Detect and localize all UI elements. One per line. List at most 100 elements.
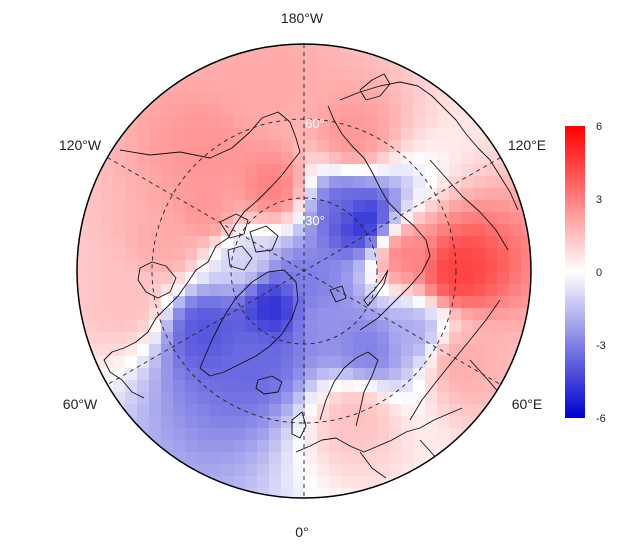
field-cell xyxy=(521,296,531,309)
field-cell xyxy=(281,80,294,93)
field-cell xyxy=(173,140,186,153)
field-cell xyxy=(521,428,531,441)
field-cell xyxy=(185,344,198,357)
field-cell xyxy=(365,236,378,249)
field-cell xyxy=(305,404,318,417)
field-cell xyxy=(233,380,246,393)
field-cell xyxy=(389,416,402,429)
field-cell xyxy=(185,440,198,453)
field-cell xyxy=(137,116,150,129)
colorbar-tick-label: -3 xyxy=(596,340,606,352)
field-cell xyxy=(365,440,378,453)
field-cell xyxy=(449,368,462,381)
field-cell xyxy=(365,68,378,81)
field-cell xyxy=(365,308,378,321)
field-cell xyxy=(245,116,258,129)
field-cell xyxy=(473,476,486,489)
field-cell xyxy=(89,356,102,369)
field-cell xyxy=(329,308,342,321)
field-cell xyxy=(485,116,498,129)
field-cell xyxy=(149,140,162,153)
field-cell xyxy=(413,188,426,201)
field-cell xyxy=(425,320,438,333)
field-cell xyxy=(161,200,174,213)
field-cell xyxy=(293,236,306,249)
field-cell xyxy=(245,128,258,141)
field-cell xyxy=(221,284,234,297)
field-cell xyxy=(425,104,438,117)
field-cell xyxy=(269,80,282,93)
field-cell xyxy=(197,80,210,93)
field-cell xyxy=(389,380,402,393)
field-cell xyxy=(521,416,531,429)
europe-coast xyxy=(295,407,463,453)
field-cell xyxy=(485,188,498,201)
field-cell xyxy=(173,56,186,69)
field-cell xyxy=(125,440,138,453)
field-cell xyxy=(485,344,498,357)
meridian-120e-60w xyxy=(107,157,501,385)
field-cell xyxy=(269,308,282,321)
field-cell xyxy=(329,368,342,381)
field-cell xyxy=(329,140,342,153)
field-cell xyxy=(269,152,282,165)
field-cell xyxy=(509,428,522,441)
field-cell xyxy=(461,176,474,189)
field-cell xyxy=(257,152,270,165)
field-cell xyxy=(281,260,294,273)
field-cell xyxy=(221,488,234,498)
field-cell xyxy=(137,80,150,93)
field-cell xyxy=(245,488,258,498)
field-cell xyxy=(389,104,402,117)
field-cell xyxy=(401,44,414,57)
field-cell xyxy=(101,284,114,297)
field-cell xyxy=(389,476,402,489)
field-cell xyxy=(365,188,378,201)
field-cell xyxy=(437,188,450,201)
field-cell xyxy=(77,116,90,129)
field-cell xyxy=(413,152,426,165)
field-cell xyxy=(185,44,198,57)
field-cell xyxy=(377,260,390,273)
field-cell xyxy=(281,236,294,249)
field-cell xyxy=(233,248,246,261)
field-cell xyxy=(209,392,222,405)
field-cell xyxy=(389,224,402,237)
field-cell xyxy=(449,224,462,237)
field-cell xyxy=(125,236,138,249)
field-cell xyxy=(161,440,174,453)
field-cell xyxy=(209,152,222,165)
field-cell xyxy=(365,200,378,213)
coastlines xyxy=(103,73,519,479)
field-cell xyxy=(125,152,138,165)
field-cell xyxy=(317,260,330,273)
field-cell xyxy=(209,284,222,297)
field-cell xyxy=(317,92,330,105)
field-cell xyxy=(317,176,330,189)
field-cell xyxy=(329,284,342,297)
field-cell xyxy=(197,452,210,465)
field-cell xyxy=(341,284,354,297)
field-cell xyxy=(113,464,126,477)
field-cell xyxy=(173,200,186,213)
field-cell xyxy=(401,128,414,141)
field-cell xyxy=(485,44,498,57)
lon-label-60w: 60°W xyxy=(63,396,98,412)
field-cell xyxy=(77,344,90,357)
field-cell xyxy=(233,332,246,345)
field-cell xyxy=(257,452,270,465)
field-cell xyxy=(113,320,126,333)
field-cell xyxy=(389,284,402,297)
field-cell xyxy=(509,224,522,237)
field-cell xyxy=(437,140,450,153)
field-cell xyxy=(389,392,402,405)
field-cell xyxy=(341,212,354,225)
field-cell xyxy=(389,44,402,57)
field-cell xyxy=(449,476,462,489)
field-cell xyxy=(377,452,390,465)
field-cell xyxy=(341,404,354,417)
field-cell xyxy=(113,176,126,189)
field-cell xyxy=(149,308,162,321)
field-cell xyxy=(521,380,531,393)
field-cell xyxy=(125,344,138,357)
